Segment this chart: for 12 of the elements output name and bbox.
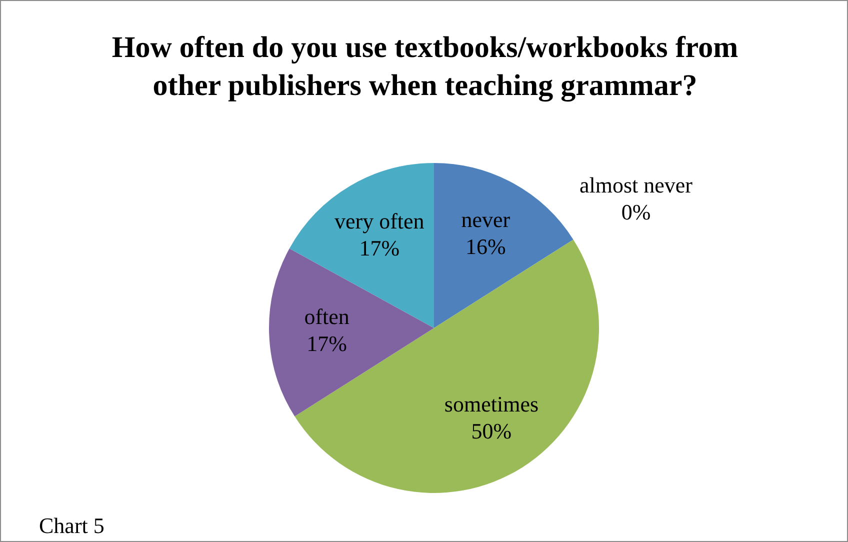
data-label: 17%	[359, 235, 400, 260]
slice-label: very often	[334, 208, 424, 234]
chart-title: How often do you use textbooks/workbooks from other publishers when teaching grammar?	[110, 30, 740, 104]
data-label: 50%	[471, 418, 512, 444]
data-label: 16%	[466, 234, 506, 259]
data-label: 17%	[306, 331, 347, 356]
slice-label: often	[304, 304, 350, 330]
category-label: almost never	[579, 172, 693, 198]
text: 0%	[621, 200, 651, 225]
slice-label: sometimes	[444, 391, 539, 416]
caption: Chart 5	[39, 513, 104, 539]
slice-label: never	[461, 206, 511, 232]
